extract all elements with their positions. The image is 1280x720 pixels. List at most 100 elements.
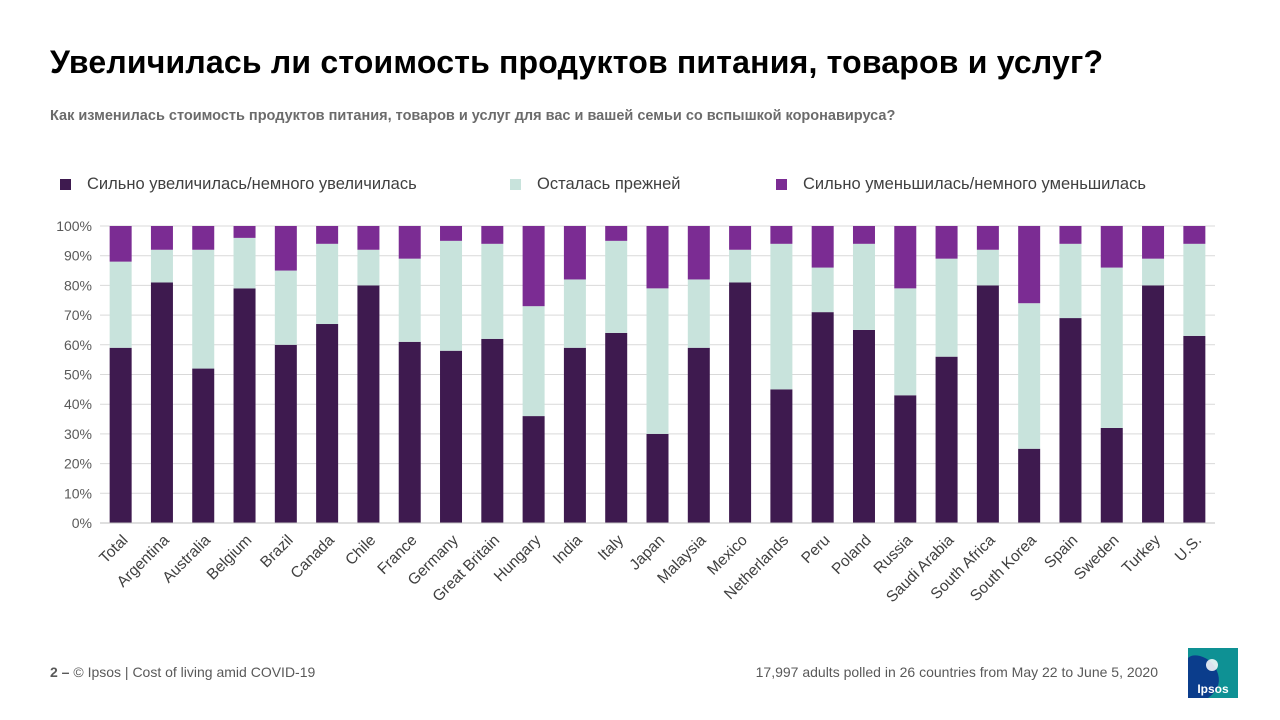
bar-segment xyxy=(1183,335,1206,523)
x-tick-label: Sweden xyxy=(1071,532,1123,584)
bar-segment xyxy=(894,226,917,289)
footer-note: 17,997 adults polled in 26 countries fro… xyxy=(755,664,1158,680)
bar-segment xyxy=(357,285,380,523)
footer-source: 2 – © Ipsos | Cost of living amid COVID-… xyxy=(50,664,315,680)
bar-segment xyxy=(150,249,173,283)
bar-segment xyxy=(481,226,504,244)
bar-segment xyxy=(1183,226,1206,244)
y-tick-label: 90% xyxy=(64,248,92,264)
x-tick-label: U.S. xyxy=(1172,532,1205,565)
legend-label-increased: Сильно увеличилась/немного увеличилась xyxy=(87,175,417,193)
bar-segment xyxy=(1059,226,1082,244)
bar-segment xyxy=(1183,243,1206,336)
logo-head-shape xyxy=(1206,659,1218,671)
bar-segment xyxy=(440,240,463,351)
stacked-bar-chart: 0%10%20%30%40%50%60%70%80%90%100%TotalAr… xyxy=(56,218,1215,606)
y-tick-label: 30% xyxy=(64,426,92,442)
y-tick-label: 20% xyxy=(64,456,92,472)
bar-segment xyxy=(935,258,958,357)
bar-segment xyxy=(1018,226,1041,304)
bar-segment xyxy=(605,332,628,523)
bar-segment xyxy=(894,395,917,523)
bar-segment xyxy=(274,226,297,271)
bar-segment xyxy=(852,226,875,244)
bar-segment xyxy=(357,226,380,250)
y-tick-label: 10% xyxy=(64,485,92,501)
bar-segment xyxy=(1059,243,1082,319)
bar-segment xyxy=(687,279,710,348)
bar-segment xyxy=(729,226,752,250)
bar-segment xyxy=(316,324,339,523)
footer-page-number: 2 – xyxy=(50,664,70,680)
bar-segment xyxy=(605,226,628,241)
bar-segment xyxy=(398,226,421,259)
bar-segment xyxy=(440,350,463,523)
legend-swatch-decreased xyxy=(776,179,787,190)
bar-segment xyxy=(1100,427,1123,523)
bar-segment xyxy=(316,226,339,244)
bar-segment xyxy=(233,237,256,289)
page-subtitle: Как изменилась стоимость продуктов питан… xyxy=(50,108,896,124)
legend-item-decreased: Сильно уменьшилась/немного уменьшилась xyxy=(776,175,1146,194)
bar-segment xyxy=(522,306,545,417)
chart-legend: Сильно увеличилась/немного увеличилась О… xyxy=(0,175,1280,195)
bar-segment xyxy=(1100,267,1123,428)
bar-segment xyxy=(357,249,380,286)
y-tick-label: 50% xyxy=(64,367,92,383)
x-tick-label: Peru xyxy=(798,532,833,567)
bar-segment xyxy=(729,249,752,283)
legend-swatch-same xyxy=(510,179,521,190)
bar-segment xyxy=(563,279,586,348)
bar-segment xyxy=(109,347,132,523)
footer-source-text: © Ipsos | Cost of living amid COVID-19 xyxy=(73,664,316,680)
bar-segment xyxy=(192,226,215,250)
x-tick-label: Poland xyxy=(829,532,875,578)
bar-segment xyxy=(770,389,793,523)
x-tick-label: India xyxy=(550,532,586,568)
bar-segment xyxy=(1100,226,1123,268)
bar-segment xyxy=(811,312,834,523)
page-title: Увеличилась ли стоимость продуктов питан… xyxy=(50,44,1104,80)
bar-segment xyxy=(274,344,297,523)
bar-segment xyxy=(1018,448,1041,523)
bar-segment xyxy=(150,226,173,250)
ipsos-logo: Ipsos xyxy=(1188,648,1238,698)
bar-segment xyxy=(1059,318,1082,523)
bar-segment xyxy=(770,243,793,390)
bar-segment xyxy=(605,240,628,333)
bar-segment xyxy=(1142,258,1165,286)
bar-segment xyxy=(729,282,752,523)
bar-segment xyxy=(646,226,669,289)
bar-segment xyxy=(522,226,545,307)
bar-segment xyxy=(811,226,834,268)
bar-segment xyxy=(1142,226,1165,259)
bar-segment xyxy=(770,226,793,244)
bar-segment xyxy=(563,226,586,280)
bar-segment xyxy=(522,416,545,523)
legend-swatch-increased xyxy=(60,179,71,190)
x-tick-label: Chile xyxy=(342,532,379,569)
x-tick-label: Turkey xyxy=(1119,532,1164,577)
y-tick-label: 70% xyxy=(64,307,92,323)
legend-label-decreased: Сильно уменьшилась/немного уменьшилась xyxy=(803,175,1146,193)
x-tick-label: Italy xyxy=(595,532,627,564)
bar-segment xyxy=(646,288,669,434)
bar-segment xyxy=(563,347,586,523)
bar-segment xyxy=(976,226,999,250)
bar-segment xyxy=(1018,303,1041,449)
bar-segment xyxy=(192,249,215,369)
bar-segment xyxy=(109,226,132,262)
legend-label-same: Осталась прежней xyxy=(537,175,681,193)
bar-segment xyxy=(150,282,173,523)
bar-segment xyxy=(398,258,421,342)
x-tick-label: Belgium xyxy=(204,532,256,584)
logo-swoosh xyxy=(1188,648,1238,698)
bar-segment xyxy=(481,338,504,523)
y-tick-label: 0% xyxy=(72,515,92,531)
bar-segment xyxy=(852,329,875,523)
y-tick-label: 80% xyxy=(64,277,92,293)
bar-segment xyxy=(935,226,958,259)
bar-segment xyxy=(935,356,958,523)
x-tick-label: Hungary xyxy=(491,532,545,586)
x-tick-label: Brazil xyxy=(257,532,296,571)
